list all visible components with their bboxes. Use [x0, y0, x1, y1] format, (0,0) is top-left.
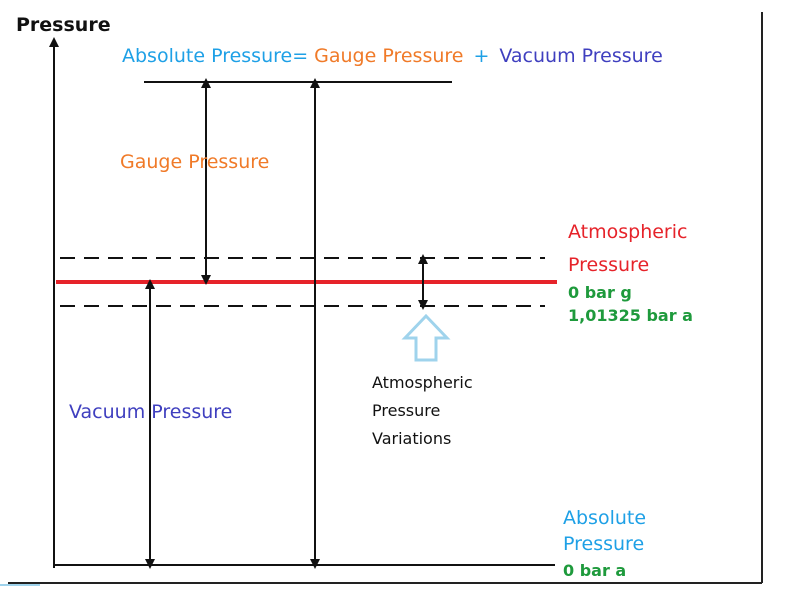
atm-abs-value: 1,01325 bar a [568, 306, 693, 325]
equation-equals: = [292, 45, 308, 67]
atmospheric-label-line2: Pressure [568, 254, 649, 276]
equation-plus: + [473, 45, 489, 67]
variations-label-line3: Variations [372, 429, 451, 448]
equation-vacuum: Vacuum Pressure [499, 45, 662, 67]
absolute-label-line2: Pressure [563, 533, 644, 555]
gauge-label: Gauge Pressure [120, 151, 269, 173]
variations-pointer-icon [401, 313, 451, 362]
absolute-label-line1: Absolute [563, 507, 646, 529]
equation-absolute: Absolute Pressure [122, 45, 292, 67]
atmospheric-label-line1: Atmospheric [568, 221, 687, 243]
axis-label: Pressure [16, 14, 111, 36]
vacuum-label: Vacuum Pressure [69, 401, 232, 423]
equation-title: Absolute Pressure= Gauge Pressure + Vacuum … [122, 45, 663, 67]
variations-label-line1: Atmospheric [372, 373, 473, 392]
absolute-value: 0 bar a [563, 561, 626, 580]
equation-gauge: Gauge Pressure [314, 45, 463, 67]
atm-gauge-value: 0 bar g [568, 283, 632, 302]
variations-label-line2: Pressure [372, 401, 440, 420]
